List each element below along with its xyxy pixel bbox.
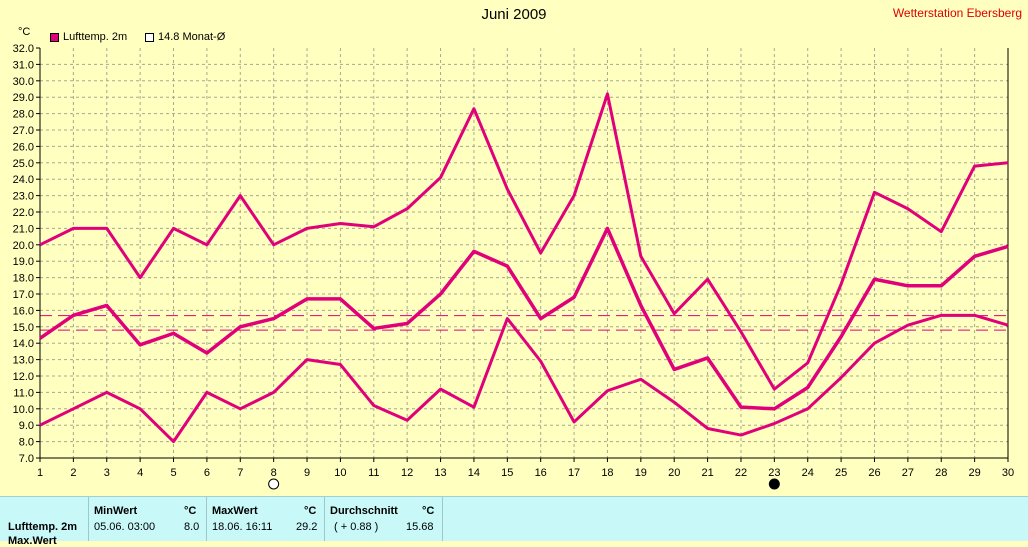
y-tick-label: 24.0 [13, 174, 34, 186]
legend-swatch-temperature [50, 32, 59, 42]
legend-label-monthly-average: 14.8 Monat-Ø [158, 31, 226, 43]
x-tick-label: 5 [170, 467, 176, 479]
y-tick-label: 22.0 [13, 207, 34, 219]
x-tick-label: 18 [601, 467, 613, 479]
average-value: 15.68 [406, 521, 434, 533]
max-unit: °C [304, 505, 317, 517]
max-value: 29.2 [296, 521, 318, 533]
y-tick-label: 17.0 [13, 289, 34, 301]
y-tick-label: 15.0 [13, 322, 34, 334]
y-tick-label: 23.0 [13, 191, 34, 203]
x-tick-label: 16 [535, 467, 547, 479]
x-tick-label: 15 [501, 467, 513, 479]
y-tick-label: 30.0 [13, 76, 34, 88]
x-tick-label: 1 [37, 467, 43, 479]
series-line-max [39, 92, 1009, 391]
y-tick-label: 21.0 [13, 223, 34, 235]
x-tick-label: 19 [635, 467, 647, 479]
y-tick-label: 9.0 [19, 420, 34, 432]
min-time: 05.06. 03:00 [94, 521, 156, 533]
y-tick-label: 31.0 [13, 59, 34, 71]
x-tick-label: 27 [902, 467, 914, 479]
x-tick-label: 13 [434, 467, 446, 479]
y-tick-label: 10.0 [13, 404, 34, 416]
x-tick-label: 24 [802, 467, 814, 479]
min-header: MinWert [94, 505, 138, 517]
y-tick-label: 28.0 [13, 109, 34, 121]
y-tick-label: 8.0 [19, 437, 34, 449]
y-tick-label: 27.0 [13, 125, 34, 137]
stats-row-label-2: Max.Wert [8, 535, 57, 547]
x-tick-label: 10 [334, 467, 346, 479]
min-value: 8.0 [184, 521, 200, 533]
stats-label-column: Lufttemp. 2m Max.Wert [0, 497, 89, 547]
y-tick-label: 26.0 [13, 141, 34, 153]
y-tick-label: 16.0 [13, 305, 34, 317]
x-tick-label: 25 [835, 467, 847, 479]
x-tick-label: 23 [768, 467, 780, 479]
y-tick-label: 32.0 [13, 43, 34, 55]
x-tick-label: 4 [137, 467, 143, 479]
x-tick-label: 11 [368, 467, 379, 479]
line-chart: 7.0 8.0 9.0 10.0 11.0 12.0 13.0 14.0 15.0 16.0 17.… [13, 43, 1014, 490]
average-diff: ( + 0.88 ) [334, 521, 379, 533]
legend-item-monthly-average: 14.8 Monat-Ø [145, 31, 225, 43]
y-tick-label: 14.0 [13, 338, 34, 350]
stats-row-label: Lufttemp. 2m [8, 521, 78, 533]
max-time: 18.06. 16:11 [212, 521, 273, 533]
y-tick-label: 29.0 [13, 92, 34, 104]
stats-panel: Lufttemp. 2m Max.Wert MinWert °C 05.06. … [0, 496, 1028, 547]
y-tick-label: 20.0 [13, 240, 34, 252]
x-tick-label: 12 [401, 467, 413, 479]
x-tick-label: 29 [968, 467, 980, 479]
y-tick-label: 18.0 [13, 273, 34, 285]
x-tick-label: 20 [668, 467, 680, 479]
chart-title: Juni 2009 [481, 6, 547, 23]
x-tick-label: 3 [104, 467, 110, 479]
x-tick-label: 30 [1002, 467, 1014, 479]
average-unit: °C [422, 505, 435, 517]
station-name: Wetterstation Ebersberg [892, 6, 1022, 20]
y-axis-unit: °C [18, 26, 31, 38]
y-tick-label: 12.0 [13, 371, 34, 383]
x-tick-label: 2 [70, 467, 76, 479]
x-tick-label: 26 [868, 467, 880, 479]
legend-swatch-monthly-average [145, 32, 154, 42]
min-unit: °C [184, 505, 197, 517]
y-tick-label: 13.0 [13, 355, 34, 367]
x-tick-label: 21 [701, 467, 713, 479]
x-tick-label: 6 [204, 467, 210, 479]
legend-label-temperature: Lufttemp. 2m [63, 31, 128, 43]
stats-max-column: MaxWert °C 18.06. 16:11 29.2 [206, 497, 325, 541]
stats-average-column: Durchschnitt °C ( + 0.88 ) 15.68 [324, 497, 443, 541]
new-moon-icon [768, 478, 780, 490]
stats-min-column: MinWert °C 05.06. 03:00 8.0 [88, 497, 207, 541]
x-tick-label: 22 [735, 467, 747, 479]
full-moon-icon [268, 478, 280, 490]
plot-area [40, 48, 1008, 458]
series-line-mittel [39, 226, 1009, 411]
series-line-min [39, 313, 1009, 444]
average-header: Durchschnitt [330, 505, 398, 517]
y-tick-label: 7.0 [19, 453, 34, 465]
x-tick-label: 14 [468, 467, 480, 479]
y-tick-label: 19.0 [13, 256, 34, 268]
y-tick-label: 25.0 [13, 158, 34, 170]
y-tick-label: 11.0 [13, 387, 34, 399]
x-tick-label: 7 [237, 467, 243, 479]
x-tick-label: 17 [568, 467, 580, 479]
legend-item-temperature: Lufttemp. 2m [50, 31, 127, 43]
max-header: MaxWert [212, 505, 258, 517]
x-tick-label: 28 [935, 467, 947, 479]
x-tick-label: 9 [304, 467, 310, 479]
x-tick-label: 8 [271, 467, 277, 479]
